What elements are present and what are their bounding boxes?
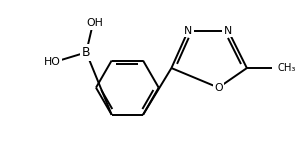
Text: HO: HO bbox=[44, 57, 60, 67]
Text: N: N bbox=[224, 26, 232, 36]
Text: O: O bbox=[214, 83, 223, 93]
Text: N: N bbox=[184, 26, 192, 36]
Text: CH₃: CH₃ bbox=[277, 63, 296, 73]
Text: OH: OH bbox=[87, 18, 103, 28]
Text: B: B bbox=[82, 46, 91, 59]
